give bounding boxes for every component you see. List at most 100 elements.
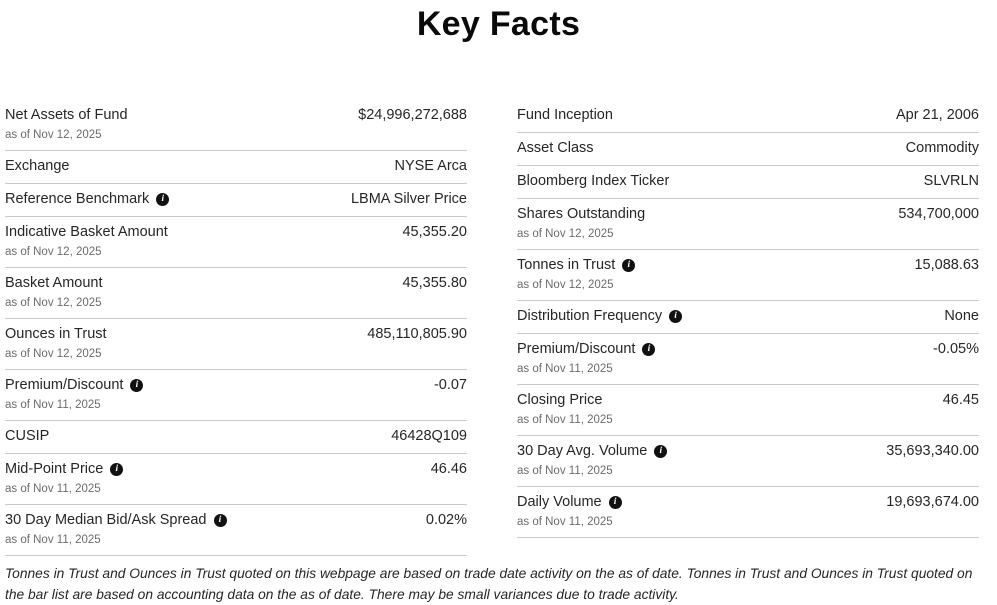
- fact-label: 30 Day Avg. Volume: [517, 443, 648, 459]
- fact-label-group: Ounces in Trust as of Nov 12, 2025: [5, 326, 107, 361]
- fact-value: 35,693,340.00: [886, 443, 979, 459]
- fact-row: Net Assets of Fund as of Nov 12, 2025 $2…: [5, 100, 467, 151]
- fact-value: 534,700,000: [898, 206, 979, 222]
- fact-label-group: 30 Day Median Bid/Ask Spread i as of Nov…: [5, 513, 227, 546]
- fact-label: Net Assets of Fund: [5, 107, 128, 123]
- fact-row: CUSIP 46428Q109: [5, 421, 467, 454]
- fact-as-of-date: as of Nov 11, 2025: [517, 465, 613, 477]
- fact-label: 30 Day Median Bid/Ask Spread: [5, 512, 207, 528]
- fact-value: Apr 21, 2006: [895, 107, 979, 123]
- fact-label-group: Exchange: [5, 159, 70, 174]
- fact-row: Ounces in Trust as of Nov 12, 2025 485,1…: [5, 319, 467, 370]
- fact-label-group: Bloomberg Index Ticker: [517, 174, 669, 189]
- fact-label-group: Mid-Point Price i as of Nov 11, 2025: [5, 461, 124, 495]
- fact-row: Distribution Frequency i None: [517, 301, 979, 334]
- info-icon[interactable]: i: [669, 310, 683, 323]
- fact-label-group: Net Assets of Fund as of Nov 12, 2025: [5, 107, 128, 142]
- fact-label: Closing Price: [517, 392, 603, 408]
- fact-label-group: Shares Outstanding as of Nov 12, 2025: [517, 206, 646, 241]
- fact-label-group: CUSIP: [5, 429, 49, 444]
- fact-value: 46.45: [942, 392, 979, 408]
- fact-label: Indicative Basket Amount: [5, 224, 168, 240]
- fact-value: 45,355.20: [402, 224, 467, 240]
- fact-label-group: Daily Volume i as of Nov 11, 2025: [517, 495, 622, 528]
- info-icon[interactable]: i: [213, 514, 227, 527]
- info-icon[interactable]: i: [130, 379, 144, 392]
- fact-row: Daily Volume i as of Nov 11, 2025 19,693…: [517, 487, 979, 538]
- fact-label: Tonnes in Trust: [517, 257, 616, 273]
- fact-label-group: Closing Price as of Nov 11, 2025: [517, 392, 613, 427]
- fact-label: Reference Benchmark: [5, 191, 150, 207]
- fact-label: Premium/Discount: [517, 341, 636, 357]
- fact-label: CUSIP: [5, 428, 50, 444]
- fact-row: Closing Price as of Nov 11, 2025 46.45: [517, 385, 979, 436]
- fact-value: -0.07: [433, 377, 467, 393]
- fact-label: Asset Class: [517, 140, 594, 156]
- fact-as-of-date: as of Nov 11, 2025: [5, 534, 101, 546]
- fact-as-of-date: as of Nov 12, 2025: [517, 279, 614, 291]
- info-icon[interactable]: i: [622, 259, 636, 272]
- fact-label-group: Asset Class: [517, 141, 594, 156]
- fact-label: Exchange: [5, 158, 70, 174]
- fact-value: 45,355.80: [402, 275, 467, 291]
- fact-as-of-date: as of Nov 12, 2025: [517, 228, 614, 240]
- info-icon[interactable]: i: [654, 445, 668, 458]
- fact-as-of-date: as of Nov 11, 2025: [517, 516, 613, 528]
- key-facts-left-column: Net Assets of Fund as of Nov 12, 2025 $2…: [5, 100, 467, 556]
- info-icon[interactable]: i: [642, 343, 656, 356]
- fact-as-of-date: as of Nov 11, 2025: [5, 399, 101, 411]
- fact-label: Basket Amount: [5, 275, 103, 291]
- fact-row: 30 Day Median Bid/Ask Spread i as of Nov…: [5, 505, 467, 556]
- fact-as-of-date: as of Nov 11, 2025: [517, 414, 613, 426]
- fact-value: 485,110,805.90: [367, 326, 467, 342]
- fact-row: Tonnes in Trust i as of Nov 12, 2025 15,…: [517, 250, 979, 301]
- fact-value: 46.46: [430, 461, 467, 477]
- fact-label-group: Tonnes in Trust i as of Nov 12, 2025: [517, 257, 636, 291]
- fact-label: Premium/Discount: [5, 377, 124, 393]
- fact-row: Premium/Discount i as of Nov 11, 2025 -0…: [517, 334, 979, 385]
- footnote: Tonnes in Trust and Ounces in Trust quot…: [5, 566, 973, 602]
- fact-label: Ounces in Trust: [5, 326, 107, 342]
- fact-label-group: Distribution Frequency i: [517, 308, 683, 324]
- fact-label: Daily Volume: [517, 494, 602, 510]
- fact-label: Distribution Frequency: [517, 308, 663, 324]
- fact-label-group: Basket Amount as of Nov 12, 2025: [5, 275, 103, 310]
- key-facts-grid: Net Assets of Fund as of Nov 12, 2025 $2…: [0, 100, 997, 556]
- fact-label-group: Premium/Discount i as of Nov 11, 2025: [517, 341, 656, 375]
- fact-label-group: Indicative Basket Amount as of Nov 12, 2…: [5, 224, 168, 259]
- fact-row: 30 Day Avg. Volume i as of Nov 11, 2025 …: [517, 436, 979, 487]
- fact-value: 15,088.63: [914, 257, 979, 273]
- fact-label: Fund Inception: [517, 107, 613, 123]
- fact-value: LBMA Silver Price: [350, 191, 467, 207]
- fact-label-group: 30 Day Avg. Volume i as of Nov 11, 2025: [517, 443, 668, 477]
- fact-value: 0.02%: [425, 512, 467, 528]
- info-icon[interactable]: i: [156, 193, 170, 206]
- fact-row: Asset Class Commodity: [517, 133, 979, 166]
- fact-row: Shares Outstanding as of Nov 12, 2025 53…: [517, 199, 979, 250]
- fact-value: -0.05%: [933, 341, 979, 357]
- fact-as-of-date: as of Nov 12, 2025: [5, 348, 102, 360]
- fact-label: Mid-Point Price: [5, 461, 104, 477]
- info-icon[interactable]: i: [110, 463, 124, 476]
- fact-row: Mid-Point Price i as of Nov 11, 2025 46.…: [5, 454, 467, 505]
- fact-row: Indicative Basket Amount as of Nov 12, 2…: [5, 217, 467, 268]
- fact-row: Fund Inception Apr 21, 2006: [517, 100, 979, 133]
- fact-as-of-date: as of Nov 12, 2025: [5, 246, 102, 258]
- fact-value: 46428Q109: [391, 428, 467, 444]
- fact-label-group: Fund Inception: [517, 108, 613, 123]
- page-title: Key Facts: [416, 5, 581, 43]
- fact-as-of-date: as of Nov 11, 2025: [5, 483, 101, 495]
- fact-label: Bloomberg Index Ticker: [517, 173, 670, 189]
- info-icon[interactable]: i: [608, 496, 622, 509]
- fact-as-of-date: as of Nov 11, 2025: [517, 363, 613, 375]
- fact-value: NYSE Arca: [394, 158, 467, 174]
- fact-row: Bloomberg Index Ticker SLVRLN: [517, 166, 979, 199]
- fact-as-of-date: as of Nov 12, 2025: [5, 129, 102, 141]
- fact-value: 19,693,674.00: [886, 494, 979, 510]
- fact-row: Premium/Discount i as of Nov 11, 2025 -0…: [5, 370, 467, 421]
- fact-value: Commodity: [905, 140, 979, 156]
- fact-row: Exchange NYSE Arca: [5, 151, 467, 184]
- key-facts-right-column: Fund Inception Apr 21, 2006 Asset Class …: [517, 100, 979, 556]
- fact-label: Shares Outstanding: [517, 206, 646, 222]
- fact-value: SLVRLN: [923, 173, 979, 189]
